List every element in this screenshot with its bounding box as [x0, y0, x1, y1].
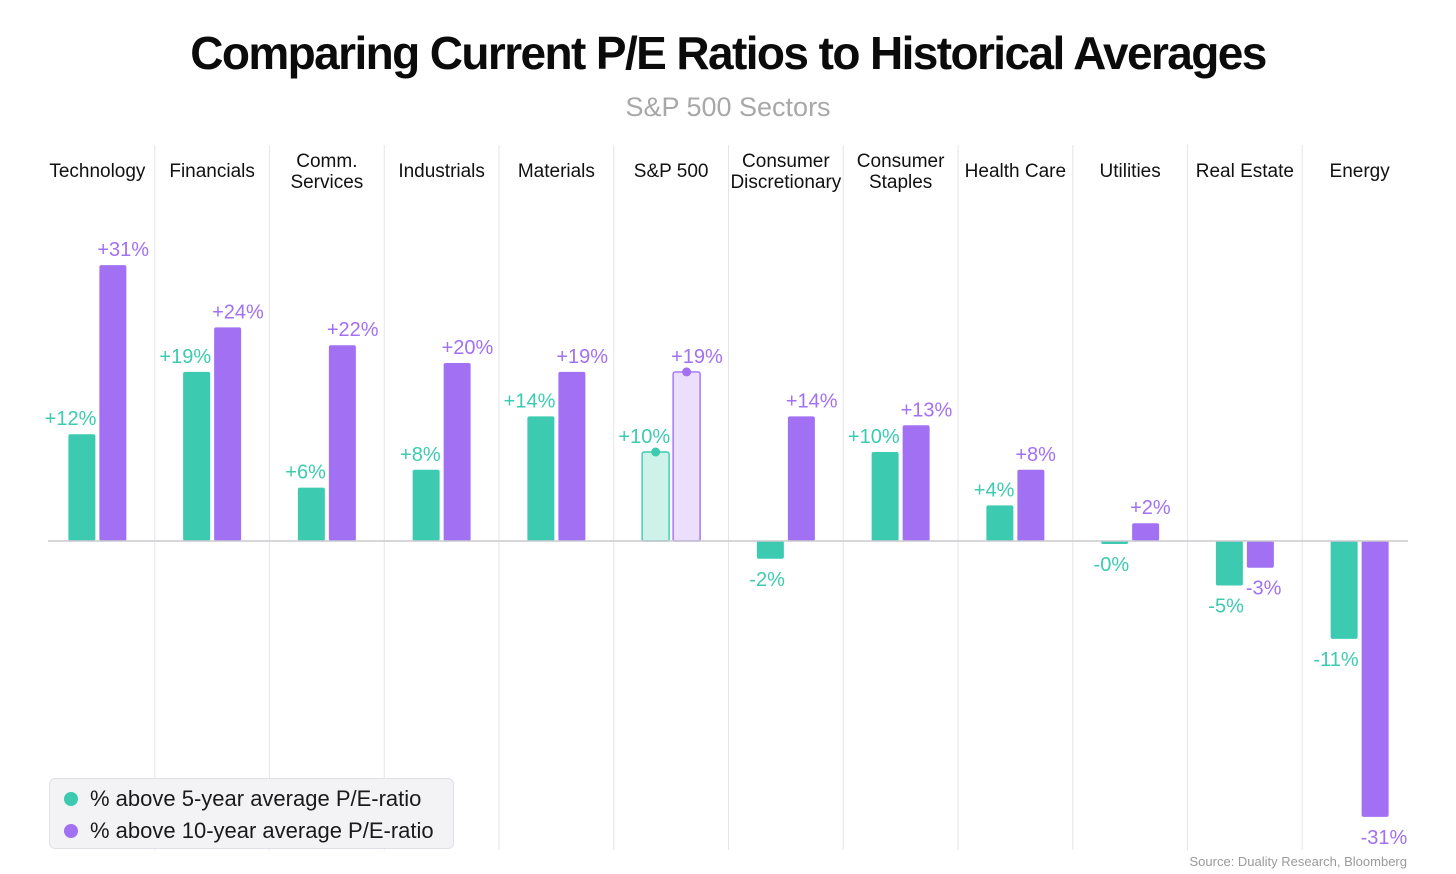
data-label-5yr-health-care: +4% — [974, 479, 1015, 501]
category-label-s-p-500: S&P 500 — [634, 161, 709, 182]
bar-10yr-health-care — [1017, 469, 1045, 541]
data-label-5yr-consumer-discretionary: -2% — [749, 569, 785, 591]
bar-10yr-comm-services — [328, 345, 356, 541]
chart-subtitle: S&P 500 Sectors — [625, 92, 831, 122]
bar-5yr-industrials — [412, 469, 440, 541]
data-label-5yr-comm-services: +6% — [285, 462, 326, 484]
data-label-10yr-real-estate: -3% — [1246, 578, 1282, 600]
bar-5yr-real-estate — [1215, 541, 1243, 586]
bar-10yr-energy — [1361, 541, 1389, 817]
bar-10yr-technology — [99, 265, 127, 541]
data-label-10yr-energy: -31% — [1361, 827, 1408, 849]
category-label-comm-services: Comm. Services — [290, 151, 363, 193]
data-label-5yr-materials: +14% — [504, 390, 556, 412]
data-label-10yr-consumer-discretionary: +14% — [786, 390, 838, 412]
data-label-5yr-real-estate: -5% — [1208, 596, 1244, 618]
bar-10yr-utilities — [1132, 523, 1160, 541]
category-label-health-care: Health Care — [965, 161, 1066, 182]
source-note: Source: Duality Research, Bloomberg — [1189, 854, 1408, 869]
category-label-consumer-staples: Consumer Staples — [857, 151, 945, 193]
bar-5yr-energy — [1330, 541, 1358, 639]
legend-swatch-10-year — [64, 824, 78, 838]
bar-5yr-consumer-staples — [871, 452, 899, 541]
category-label-materials: Materials — [518, 161, 595, 182]
legend-label-10-year: % above 10-year average P/E-ratio — [90, 818, 434, 843]
data-label-10yr-materials: +19% — [556, 346, 608, 368]
legend-label-5-year: % above 5-year average P/E-ratio — [90, 786, 422, 811]
bar-5yr-technology — [68, 434, 96, 541]
chart-title: Comparing Current P/E Ratios to Historic… — [190, 27, 1267, 79]
data-label-5yr-technology: +12% — [45, 408, 97, 430]
legend-item-10-year: % above 10-year average P/E-ratio — [64, 816, 434, 846]
data-label-5yr-financials: +19% — [159, 346, 211, 368]
data-label-10yr-consumer-staples: +13% — [901, 399, 953, 421]
category-label-technology: Technology — [49, 161, 146, 182]
category-label-utilities: Utilities — [1100, 161, 1161, 182]
legend: % above 5-year average P/E-ratio % above… — [49, 778, 454, 849]
legend-item-5-year: % above 5-year average P/E-ratio — [64, 784, 421, 814]
bar-5yr-s-p-500 — [641, 451, 670, 542]
bar-10yr-consumer-staples — [902, 425, 930, 541]
bar-5yr-financials — [183, 371, 211, 541]
category-label-consumer-discretionary: Consumer Discretionary — [730, 151, 841, 193]
data-label-5yr-energy: -11% — [1313, 649, 1358, 671]
data-label-10yr-technology: +31% — [97, 239, 149, 261]
bar-5yr-comm-services — [297, 487, 325, 541]
marker-dot-5yr-s-p-500 — [651, 447, 661, 457]
legend-swatch-5-year — [64, 792, 78, 806]
bar-5yr-health-care — [986, 505, 1014, 541]
bar-10yr-financials — [214, 327, 242, 541]
data-label-10yr-industrials: +20% — [442, 337, 494, 359]
data-label-10yr-health-care: +8% — [1015, 444, 1056, 466]
category-label-energy: Energy — [1330, 161, 1391, 182]
data-label-5yr-industrials: +8% — [400, 444, 441, 466]
bar-10yr-industrials — [443, 363, 471, 541]
bar-10yr-real-estate — [1246, 541, 1274, 568]
data-label-10yr-comm-services: +22% — [327, 319, 379, 341]
data-label-10yr-utilities: +2% — [1130, 497, 1171, 519]
data-label-10yr-s-p-500: +19% — [671, 346, 723, 368]
data-label-5yr-utilities: -0% — [1094, 554, 1130, 576]
marker-dot-10yr-s-p-500 — [682, 367, 692, 377]
category-label-real-estate: Real Estate — [1196, 161, 1294, 182]
category-label-financials: Financials — [169, 161, 255, 182]
data-label-5yr-s-p-500: +10% — [618, 426, 670, 448]
bar-10yr-materials — [558, 371, 586, 541]
bar-5yr-consumer-discretionary — [756, 541, 784, 559]
bar-10yr-s-p-500 — [672, 371, 701, 542]
data-label-5yr-consumer-staples: +10% — [848, 426, 900, 448]
category-label-industrials: Industrials — [398, 161, 485, 182]
bar-10yr-consumer-discretionary — [787, 416, 815, 541]
data-label-10yr-financials: +24% — [212, 301, 264, 323]
bar-5yr-materials — [527, 416, 555, 541]
